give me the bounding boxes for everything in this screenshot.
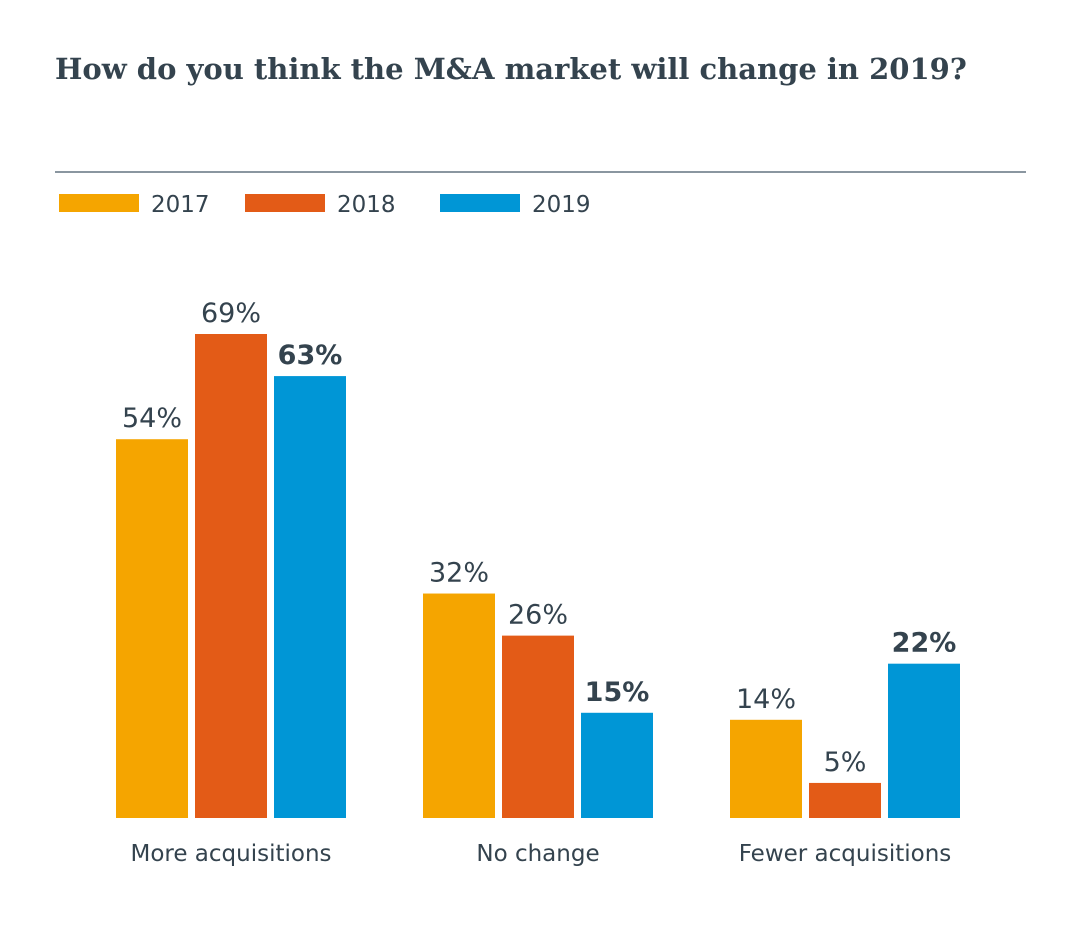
bar-2018-1 [502,635,574,818]
bar-2017-1 [423,593,495,818]
data-label-2019-2: 22% [892,628,957,659]
bar-2018-2 [809,782,881,818]
legend-swatch-2019 [440,194,520,212]
data-label-2017-0: 54% [122,403,182,434]
legend-label-2018: 2018 [337,192,396,218]
bars-area: 54% 69% 63% 32% 26% 15% 14% 5% 22% [116,298,960,818]
legend-swatch-2018 [245,194,325,212]
bar-2017-2 [730,719,802,818]
data-label-2019-0: 63% [278,340,343,371]
bar-2018-0 [195,334,267,818]
bar-2019-2 [888,663,960,818]
data-label-2017-1: 32% [429,558,489,589]
bar-2019-1 [581,712,653,818]
data-label-2019-1: 15% [585,677,650,708]
category-axis: More acquisitions No change Fewer acquisit… [130,841,951,867]
legend-swatch-2017 [59,194,139,212]
legend-label-2019: 2019 [532,192,591,218]
category-label-1: No change [476,841,599,867]
category-label-0: More acquisitions [130,841,331,867]
chart-title: How do you think the M&A market will cha… [55,52,967,86]
legend: 2017 2018 2019 [59,192,591,218]
data-label-2018-1: 26% [508,600,568,631]
legend-label-2017: 2017 [151,192,210,218]
data-label-2017-2: 14% [736,684,796,715]
data-label-2018-0: 69% [201,298,261,329]
title-divider [55,171,1026,173]
bar-2017-0 [116,439,188,818]
data-label-2018-2: 5% [824,747,867,778]
category-label-2: Fewer acquisitions [739,841,952,867]
bar-2019-0 [274,376,346,818]
